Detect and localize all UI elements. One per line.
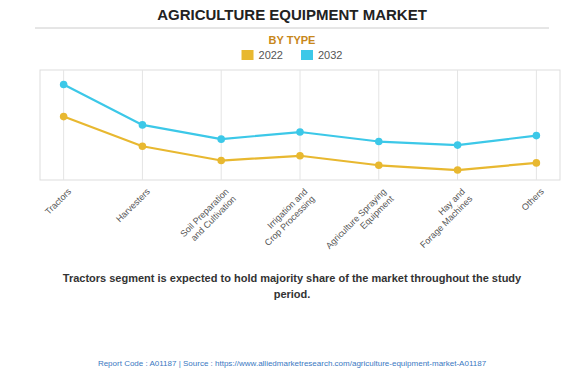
x-tick-label-line: Others <box>520 186 547 213</box>
annotation-line: Report Code : A01187 | Source : https://… <box>98 359 487 368</box>
annotation-line: Tractors segment is expected to hold maj… <box>63 272 522 284</box>
x-tick-label-group: Harvesters <box>114 186 152 224</box>
legend-item: 2022 <box>242 49 283 61</box>
legend-label: 2032 <box>318 49 342 61</box>
x-tick-labels: Tractors Harvesters Soil Preparationand Cu… <box>43 186 546 258</box>
x-tick-label: Soil Preparationand Cultivation <box>178 186 238 246</box>
series-marker <box>139 142 147 150</box>
separator <box>35 28 549 29</box>
chart: AGRICULTURE EQUIPMENT MARKETBY TYPE20222… <box>0 0 584 379</box>
x-tick-label-group: Tractors <box>43 186 74 217</box>
x-tick-label-line: Agriculture Spraying <box>324 186 388 250</box>
x-tick-label-group: Agriculture SprayingEquipment <box>324 186 396 258</box>
series-line <box>64 85 537 146</box>
series-marker <box>375 161 383 169</box>
source-note: Report Code : A01187 | Source : https://… <box>98 359 487 368</box>
x-tick-label-line: Equipment <box>358 193 396 231</box>
x-tick-label-line: Harvesters <box>114 186 152 224</box>
legend-swatch <box>301 50 313 60</box>
series-marker <box>217 135 225 143</box>
x-tick-label: Others <box>520 186 547 213</box>
series-marker <box>533 132 541 140</box>
footer-note: Tractors segment is expected to hold maj… <box>63 272 522 300</box>
series-marker <box>375 138 383 146</box>
legend: 2022 2032 <box>242 49 343 61</box>
x-tick-label: Agriculture SprayingEquipment <box>324 186 396 258</box>
series-marker <box>60 81 68 89</box>
series-marker <box>217 157 225 165</box>
legend-swatch <box>242 50 254 60</box>
grid <box>64 70 537 180</box>
x-tick-label: Irrigation andCrop Processing <box>255 186 316 247</box>
series-marker <box>533 159 541 167</box>
x-tick-label-group: Others <box>520 186 547 213</box>
x-tick-label-group: Soil Preparationand Cultivation <box>178 186 238 246</box>
title: AGRICULTURE EQUIPMENT MARKET <box>157 6 427 23</box>
x-tick-label-line: Forage Machines <box>418 193 475 250</box>
x-tick-label-line: Tractors <box>43 186 74 217</box>
series-marker <box>60 113 68 121</box>
legend-item: 2032 <box>301 49 342 61</box>
x-tick-label: Hay andForage Machines <box>411 186 475 250</box>
series-marker <box>139 121 147 129</box>
legend-label: 2022 <box>259 49 283 61</box>
annotation-line: period. <box>274 288 311 300</box>
series-marker <box>296 152 304 160</box>
x-tick-label-line: and Cultivation <box>189 194 238 243</box>
series-marker <box>454 166 462 174</box>
x-tick-label: Harvesters <box>114 186 152 224</box>
series-marker <box>296 128 304 136</box>
x-tick-label-group: Hay andForage Machines <box>411 186 475 250</box>
grid-line <box>300 70 301 180</box>
grid-line <box>457 70 458 180</box>
plot-frame <box>40 70 560 180</box>
series-marker <box>454 141 462 149</box>
subtitle: BY TYPE <box>269 34 316 46</box>
x-tick-label-line: Crop Processing <box>263 194 317 248</box>
x-tick-label: Tractors <box>43 186 74 217</box>
plot-marks <box>60 81 540 174</box>
x-tick-label-group: Irrigation andCrop Processing <box>255 186 316 247</box>
